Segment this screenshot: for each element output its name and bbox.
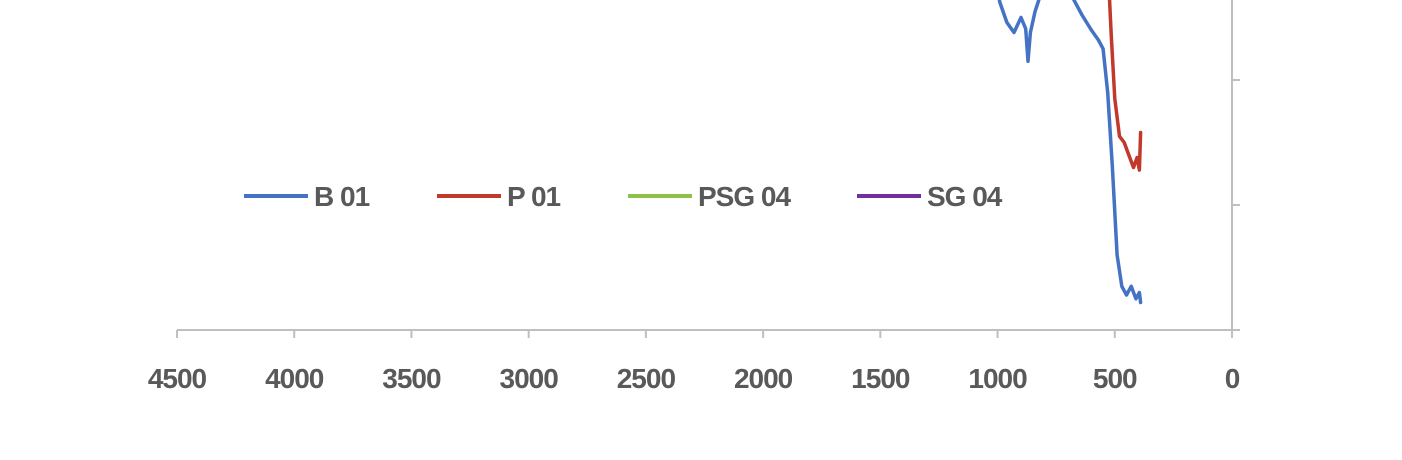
series-layer [997,0,1143,305]
legend-item-sg-04: SG 04 [857,181,1004,212]
x-tick-label: 500 [1093,363,1137,394]
legend: B 01 P 01 PSG 04 SG 04 [244,181,1004,212]
legend-item-psg-04: PSG 04 [628,181,792,212]
y-axis-ticks [1232,79,1240,331]
legend-item-p-01: P 01 [437,181,562,212]
x-tick-label: 1500 [851,363,910,394]
x-tick-label: 3000 [500,363,559,394]
series-line-p-01 [1107,0,1143,172]
legend-label: SG 04 [927,181,1003,212]
x-tick-label: 0 [1225,363,1240,394]
legend-label: PSG 04 [698,181,791,212]
x-axis-tick-labels: 4500 4000 3500 3000 2500 2000 1500 1000 500 0 [148,363,1241,394]
legend-label: B 01 [314,181,370,212]
x-tick-label: 4500 [148,363,207,394]
series-line-b-01 [997,0,1143,305]
x-tick-label: 4000 [265,363,324,394]
x-tick-label: 3500 [382,363,441,394]
x-axis-ticks [176,330,1233,338]
legend-label: P 01 [507,181,561,212]
x-tick-label: 2500 [617,363,676,394]
x-tick-label: 2000 [734,363,793,394]
x-tick-label: 1000 [968,363,1027,394]
legend-item-b-01: B 01 [244,181,371,212]
